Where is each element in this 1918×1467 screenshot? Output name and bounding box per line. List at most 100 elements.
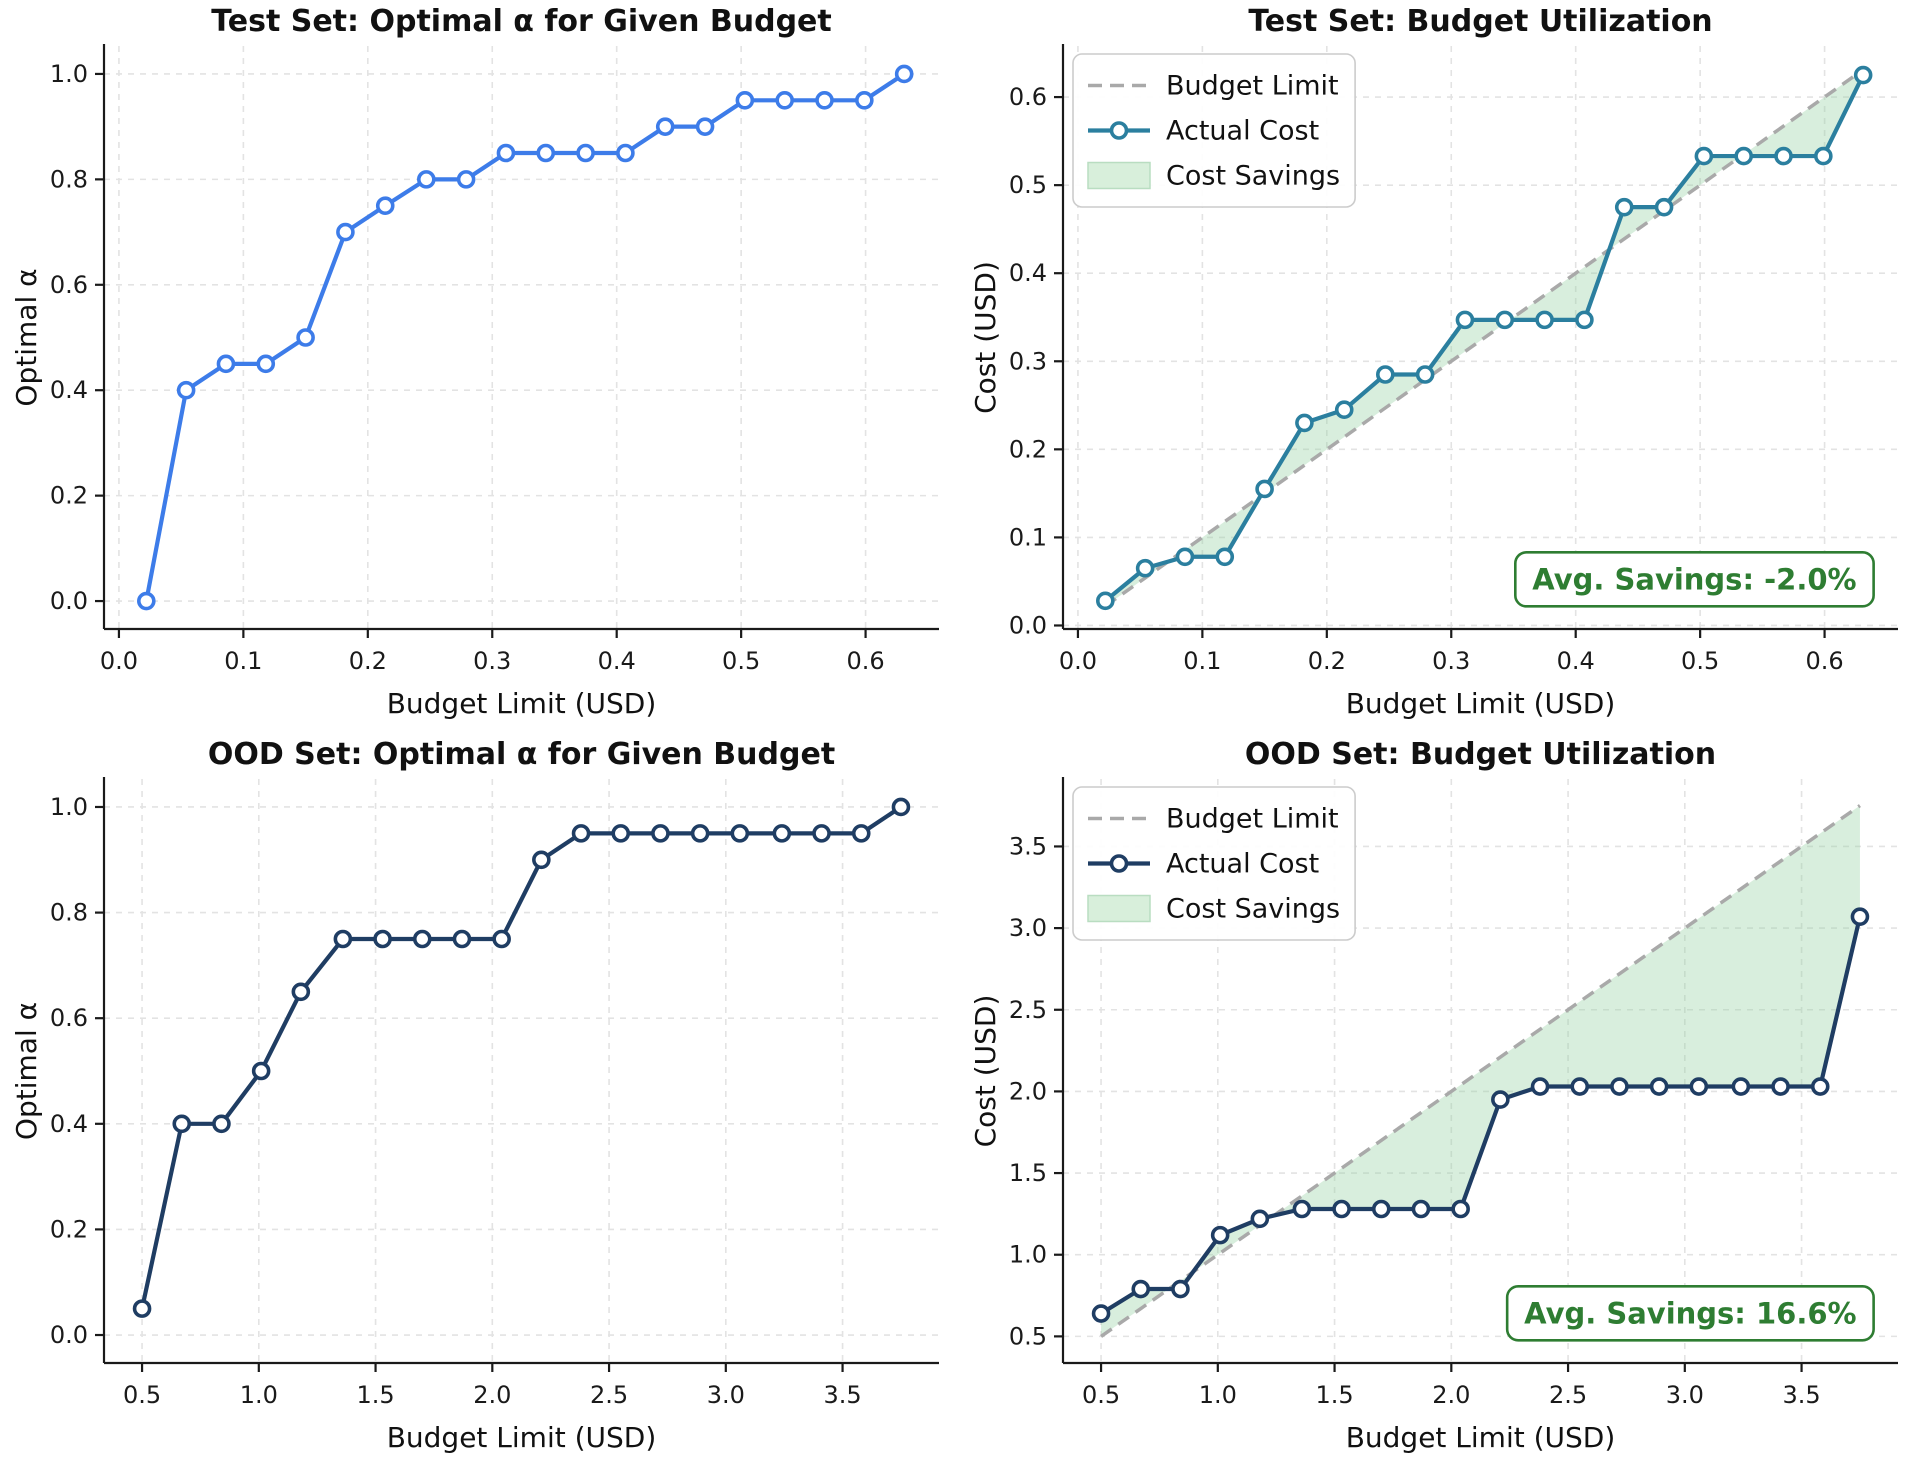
gridlines — [104, 46, 939, 629]
avg-savings-annotation: Avg. Savings: -2.0% — [1514, 551, 1875, 608]
svg-text:0.2: 0.2 — [349, 647, 387, 675]
svg-text:0.8: 0.8 — [50, 899, 88, 927]
test-cost-plot: 0.0 0.1 0.2 0.3 0.4 0.5 0.6 0.0 0.1 0.2 0.3 0.4 0.5 0… — [969, 4, 1898, 720]
svg-text:0.0: 0.0 — [1009, 611, 1047, 639]
x-axis-label: Budget Limit (USD) — [1346, 687, 1616, 720]
svg-text:Cost Savings: Cost Savings — [1166, 894, 1340, 925]
data-markers — [1096, 65, 1873, 611]
svg-text:0.3: 0.3 — [1432, 647, 1470, 675]
chart-ood-optimal-alpha: 0.5 1.0 1.5 2.0 2.5 3.0 3.5 0.0 0.2 0.4 0.6 0.8 1.0 B… — [0, 733, 959, 1467]
y-axis-label: Cost (USD) — [969, 261, 1002, 414]
chart-test-budget-utilization: 0.0 0.1 0.2 0.3 0.4 0.5 0.6 0.0 0.1 0.2 0.3 0.4 0.5 0… — [959, 0, 1918, 733]
svg-text:Actual Cost: Actual Cost — [1166, 849, 1319, 880]
actual-line — [140, 805, 903, 1310]
svg-text:0.5: 0.5 — [722, 647, 760, 675]
svg-text:0.8: 0.8 — [50, 165, 88, 193]
svg-text:0.4: 0.4 — [1557, 647, 1595, 675]
svg-text:1.5: 1.5 — [356, 1381, 394, 1409]
svg-text:0.5: 0.5 — [1082, 1381, 1120, 1409]
svg-text:Actual Cost: Actual Cost — [1166, 116, 1319, 147]
chart-ood-budget-utilization: 0.5 1.0 1.5 2.0 2.5 3.0 3.5 0.5 1.0 1.5 2.0 2.5 3.0 3… — [959, 733, 1918, 1467]
svg-text:1.0: 1.0 — [240, 1381, 278, 1409]
svg-text:0.6: 0.6 — [846, 647, 884, 675]
svg-text:0.3: 0.3 — [473, 647, 511, 675]
svg-text:1.5: 1.5 — [1009, 1159, 1047, 1187]
svg-text:0.5: 0.5 — [1009, 171, 1047, 199]
ood-alpha-plot: 0.5 1.0 1.5 2.0 2.5 3.0 3.5 0.0 0.2 0.4 0.6 0.8 1.0 B… — [10, 737, 939, 1454]
ood-cost-plot: 0.5 1.0 1.5 2.0 2.5 3.0 3.5 0.5 1.0 1.5 2.0 2.5 3.0 3… — [969, 737, 1898, 1454]
y-axis-label: Optimal α — [10, 268, 43, 406]
tick-labels: 0.5 1.0 1.5 2.0 2.5 3.0 3.5 0.5 1.0 1.5 2.0 2.5 3.0 3… — [1009, 832, 1821, 1409]
chart-title: Test Set: Budget Utilization — [1248, 4, 1712, 39]
svg-text:3.5: 3.5 — [1782, 1381, 1820, 1409]
test-alpha-plot: 0.0 0.1 0.2 0.3 0.4 0.5 0.6 0.0 0.2 0.4 0.6 0.8 1.0 B… — [10, 4, 939, 720]
svg-text:0.6: 0.6 — [50, 1004, 88, 1032]
svg-text:0.0: 0.0 — [50, 1321, 88, 1349]
svg-text:2.5: 2.5 — [590, 1381, 628, 1409]
svg-text:0.2: 0.2 — [50, 1215, 88, 1243]
svg-text:0.2: 0.2 — [1308, 647, 1346, 675]
svg-text:3.5: 3.5 — [1009, 832, 1047, 860]
svg-text:1.0: 1.0 — [1009, 1241, 1047, 1269]
svg-text:0.6: 0.6 — [1009, 83, 1047, 111]
svg-text:1.5: 1.5 — [1315, 1381, 1353, 1409]
svg-text:3.0: 3.0 — [1009, 914, 1047, 942]
data-markers — [1091, 907, 1870, 1323]
svg-text:Avg. Savings: 16.6%: Avg. Savings: 16.6% — [1524, 1296, 1856, 1330]
svg-text:0.2: 0.2 — [50, 482, 88, 510]
svg-text:2.5: 2.5 — [1549, 1381, 1587, 1409]
svg-text:0.2: 0.2 — [1009, 435, 1047, 463]
chart-title: OOD Set: Budget Utilization — [1245, 737, 1716, 772]
svg-text:0.4: 0.4 — [50, 1110, 88, 1138]
svg-text:Budget Limit: Budget Limit — [1166, 804, 1339, 835]
actual-line — [144, 72, 906, 602]
svg-text:0.0: 0.0 — [1059, 647, 1097, 675]
budget-limit-line — [1104, 68, 1865, 608]
svg-text:1.0: 1.0 — [50, 60, 88, 88]
svg-text:2.0: 2.0 — [1009, 1077, 1047, 1105]
svg-text:0.1: 0.1 — [224, 647, 262, 675]
svg-text:0.3: 0.3 — [1009, 347, 1047, 375]
y-axis-label: Optimal α — [10, 1002, 43, 1140]
svg-text:3.5: 3.5 — [823, 1381, 861, 1409]
tick-labels: 0.5 1.0 1.5 2.0 2.5 3.0 3.5 0.0 0.2 0.4 0.6 0.8 1.0 — [50, 793, 862, 1409]
svg-text:2.5: 2.5 — [1009, 996, 1047, 1024]
chart-test-optimal-alpha: 0.0 0.1 0.2 0.3 0.4 0.5 0.6 0.0 0.2 0.4 0.6 0.8 1.0 B… — [0, 0, 959, 733]
svg-text:3.0: 3.0 — [1666, 1381, 1704, 1409]
tick-labels: 0.0 0.1 0.2 0.3 0.4 0.5 0.6 0.0 0.1 0.2 0.3 0.4 0.5 0… — [1009, 83, 1844, 675]
chart-title: OOD Set: Optimal α for Given Budget — [208, 737, 835, 772]
legend: Budget Limit Actual Cost Cost Savings — [1072, 786, 1356, 941]
svg-text:0.6: 0.6 — [1805, 647, 1843, 675]
svg-text:Avg. Savings: -2.0%: Avg. Savings: -2.0% — [1532, 562, 1856, 596]
svg-text:1.0: 1.0 — [1199, 1381, 1237, 1409]
svg-text:0.4: 0.4 — [50, 376, 88, 404]
svg-text:0.4: 0.4 — [598, 647, 636, 675]
svg-text:3.0: 3.0 — [707, 1381, 745, 1409]
gridlines — [104, 779, 939, 1363]
svg-text:0.5: 0.5 — [1681, 647, 1719, 675]
svg-text:0.5: 0.5 — [123, 1381, 161, 1409]
chart-title: Test Set: Optimal α for Given Budget — [211, 4, 831, 39]
svg-text:2.0: 2.0 — [473, 1381, 511, 1409]
svg-text:0.0: 0.0 — [100, 647, 138, 675]
avg-savings-annotation: Avg. Savings: 16.6% — [1505, 1284, 1875, 1342]
svg-text:0.6: 0.6 — [50, 271, 88, 299]
legend: Budget Limit Actual Cost Cost Savings — [1072, 53, 1356, 208]
svg-text:Cost Savings: Cost Savings — [1166, 161, 1340, 192]
budget-limit-line — [1100, 804, 1861, 1338]
svg-text:0.1: 0.1 — [1009, 523, 1047, 551]
x-axis-label: Budget Limit (USD) — [1346, 1421, 1616, 1454]
svg-text:0.1: 0.1 — [1183, 647, 1221, 675]
x-axis-label: Budget Limit (USD) — [387, 1421, 657, 1454]
data-markers — [137, 64, 914, 611]
svg-text:0.5: 0.5 — [1009, 1322, 1047, 1350]
data-markers — [132, 797, 911, 1318]
x-axis-label: Budget Limit (USD) — [387, 687, 657, 720]
svg-text:1.0: 1.0 — [50, 793, 88, 821]
svg-text:0.4: 0.4 — [1009, 259, 1047, 287]
y-axis-label: Cost (USD) — [969, 995, 1002, 1148]
svg-text:0.0: 0.0 — [50, 587, 88, 615]
svg-text:Budget Limit: Budget Limit — [1166, 71, 1339, 102]
svg-text:2.0: 2.0 — [1432, 1381, 1470, 1409]
